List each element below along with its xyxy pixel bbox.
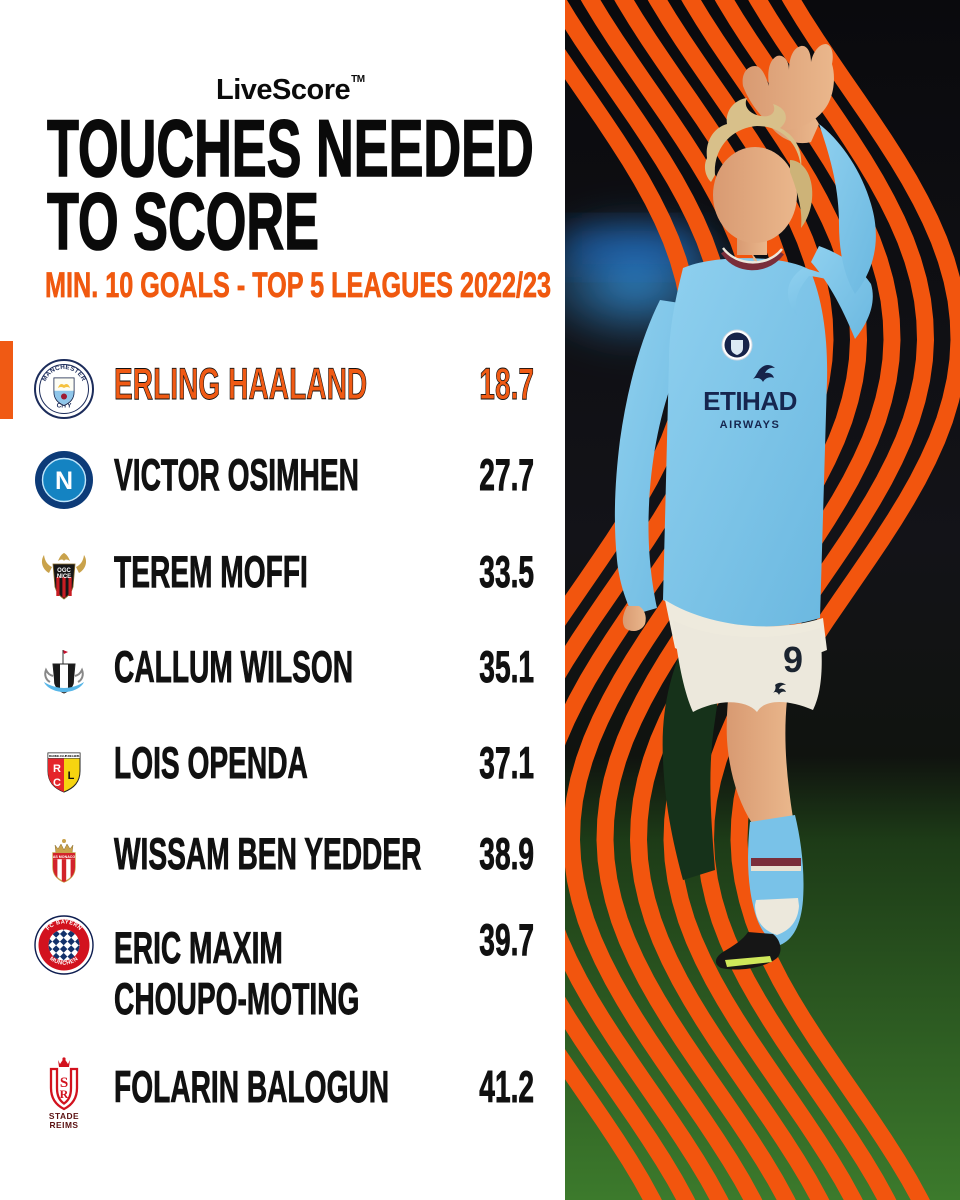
svg-text:R: R bbox=[53, 763, 61, 775]
svg-text:AS MONACO: AS MONACO bbox=[53, 855, 76, 859]
svg-text:R: R bbox=[60, 1087, 69, 1101]
svg-text:N: N bbox=[55, 467, 73, 495]
svg-text:C: C bbox=[53, 777, 61, 789]
svg-text:RACING CLUB DE LENS: RACING CLUB DE LENS bbox=[49, 754, 79, 758]
svg-text:L: L bbox=[68, 770, 75, 782]
svg-text:NICE: NICE bbox=[57, 574, 71, 580]
svg-text:REIMS: REIMS bbox=[49, 1120, 78, 1130]
